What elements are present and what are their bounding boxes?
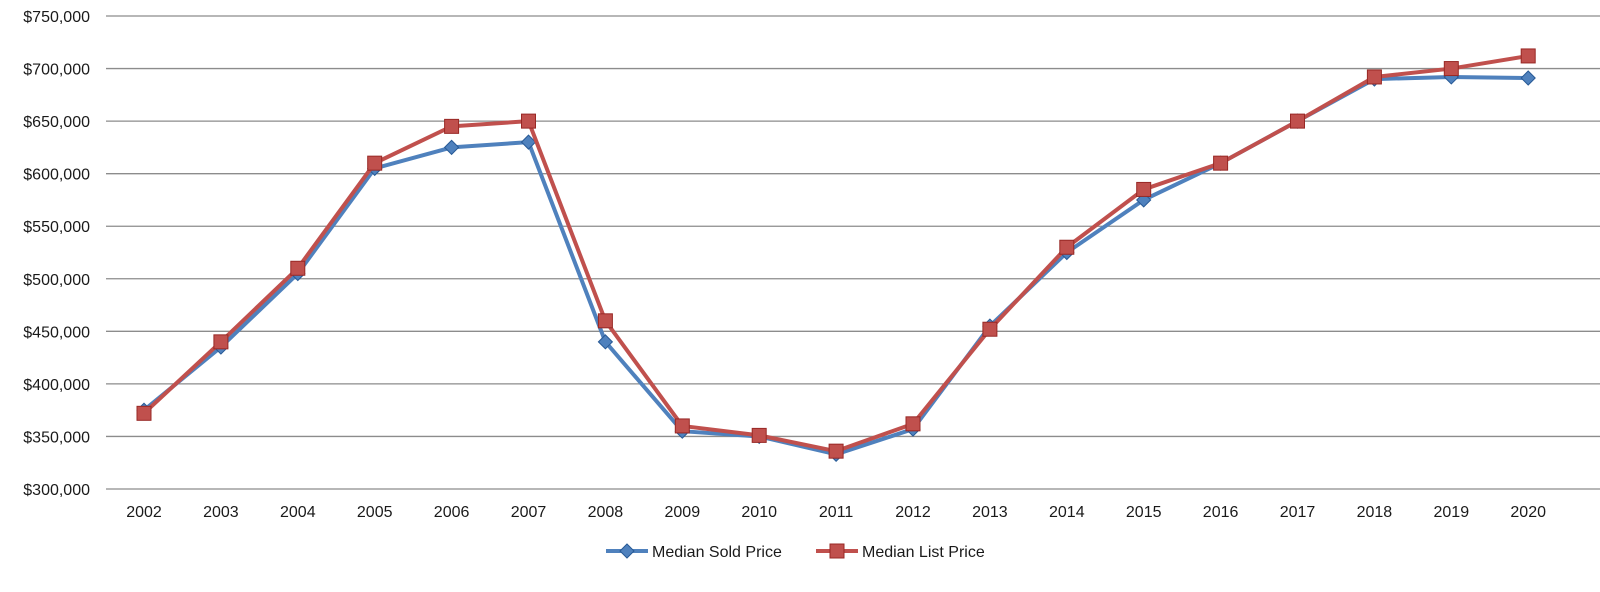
data-point-1-1 xyxy=(214,335,228,349)
x-tick-label: 2015 xyxy=(1126,504,1162,521)
x-tick-label: 2016 xyxy=(1203,504,1239,521)
x-tick-label: 2006 xyxy=(434,504,470,521)
data-point-0-18 xyxy=(1521,71,1535,85)
legend-item-0: Median Sold Price xyxy=(606,544,782,561)
x-tick-label: 2008 xyxy=(588,504,624,521)
x-tick-label: 2018 xyxy=(1357,504,1393,521)
y-tick-label: $400,000 xyxy=(23,377,90,394)
y-tick-label: $750,000 xyxy=(23,9,90,26)
data-point-1-17 xyxy=(1444,62,1458,76)
y-tick-label: $350,000 xyxy=(23,429,90,446)
series-1 xyxy=(137,49,1535,458)
legend: Median Sold Price Median List Price xyxy=(606,544,985,561)
data-point-1-11 xyxy=(983,322,997,336)
x-tick-label: 2017 xyxy=(1280,504,1316,521)
data-point-1-10 xyxy=(906,417,920,431)
y-tick-label: $700,000 xyxy=(23,62,90,79)
data-point-1-12 xyxy=(1060,240,1074,254)
x-tick-label: 2009 xyxy=(665,504,701,521)
data-point-0-4 xyxy=(445,140,459,154)
x-tick-label: 2013 xyxy=(972,504,1008,521)
y-axis-tick-labels: $300,000 $350,000 $400,000 $450,000 $500,000… xyxy=(23,9,90,499)
x-tick-label: 2012 xyxy=(895,504,931,521)
y-tick-label: $600,000 xyxy=(23,167,90,184)
data-point-1-8 xyxy=(752,428,766,442)
x-tick-label: 2010 xyxy=(741,504,777,521)
x-axis-tick-labels: 2002 2003 2004 2005 2006 2007 2008 2009 2010 2011… xyxy=(126,504,1546,521)
data-point-1-7 xyxy=(675,419,689,433)
y-tick-label: $450,000 xyxy=(23,324,90,341)
data-point-1-13 xyxy=(1137,182,1151,196)
y-tick-label: $650,000 xyxy=(23,114,90,131)
data-point-1-18 xyxy=(1521,49,1535,63)
x-tick-label: 2005 xyxy=(357,504,393,521)
data-point-1-0 xyxy=(137,406,151,420)
series-layer xyxy=(137,49,1535,461)
data-point-1-3 xyxy=(368,156,382,170)
legend-swatch-marker xyxy=(830,544,844,558)
data-point-1-6 xyxy=(598,314,612,328)
y-tick-label: $500,000 xyxy=(23,272,90,289)
x-tick-label: 2011 xyxy=(819,504,854,521)
data-point-1-4 xyxy=(445,119,459,133)
x-tick-label: 2014 xyxy=(1049,504,1085,521)
data-point-1-2 xyxy=(291,261,305,275)
x-tick-label: 2003 xyxy=(203,504,239,521)
y-tick-label: $300,000 xyxy=(23,482,90,499)
grid-layer xyxy=(106,16,1600,489)
x-tick-label: 2002 xyxy=(126,504,162,521)
data-point-1-5 xyxy=(522,114,536,128)
legend-item-1: Median List Price xyxy=(816,544,985,561)
legend-label: Median List Price xyxy=(862,544,985,561)
legend-label: Median Sold Price xyxy=(652,544,782,561)
series-0 xyxy=(137,70,1535,461)
x-tick-label: 2007 xyxy=(511,504,547,521)
x-tick-label: 2004 xyxy=(280,504,316,521)
series-line-0 xyxy=(144,77,1528,454)
series-line-1 xyxy=(144,56,1528,451)
x-tick-label: 2019 xyxy=(1434,504,1470,521)
data-point-1-9 xyxy=(829,444,843,458)
data-point-1-14 xyxy=(1214,156,1228,170)
legend-swatch-marker xyxy=(620,544,634,558)
data-point-1-15 xyxy=(1291,114,1305,128)
x-tick-label: 2020 xyxy=(1510,504,1546,521)
y-tick-label: $550,000 xyxy=(23,219,90,236)
data-point-1-16 xyxy=(1367,70,1381,84)
